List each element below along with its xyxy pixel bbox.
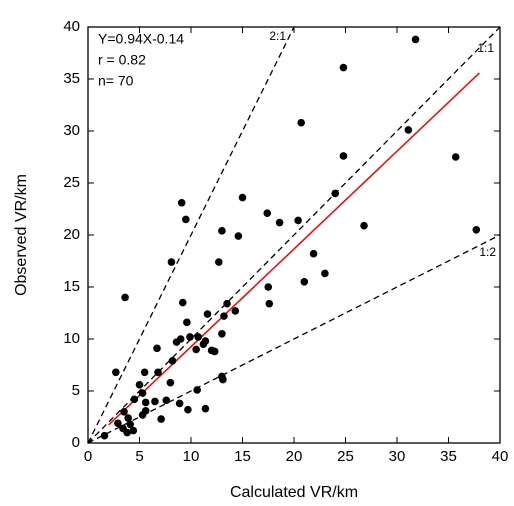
- point: [309, 249, 318, 258]
- point: [138, 411, 147, 419]
- reference-line: [88, 27, 500, 443]
- point: [192, 345, 200, 354]
- line-label: 1:2: [479, 245, 496, 259]
- point: [177, 198, 186, 207]
- point: [339, 63, 348, 72]
- point: [175, 399, 184, 408]
- point: [121, 293, 129, 302]
- line-label: 1:1: [477, 41, 494, 55]
- point: [167, 258, 176, 266]
- point: [263, 209, 272, 217]
- point: [182, 215, 190, 224]
- x-tick-label: 5: [135, 448, 143, 465]
- point: [219, 375, 227, 384]
- point: [126, 420, 135, 429]
- point: [184, 405, 192, 414]
- annotation: Y=0.94X-0.14: [98, 31, 184, 47]
- y-tick-label: 35: [63, 70, 80, 87]
- x-tick-label: 10: [183, 448, 200, 465]
- x-tick-label: 35: [440, 448, 457, 465]
- point: [154, 368, 162, 377]
- point: [411, 35, 420, 44]
- point: [114, 419, 122, 428]
- point: [141, 398, 150, 407]
- point: [138, 389, 147, 397]
- point: [157, 415, 165, 423]
- fit-line: [108, 72, 480, 426]
- point: [151, 397, 159, 406]
- point: [210, 347, 219, 356]
- point: [193, 386, 201, 394]
- point: [124, 414, 132, 422]
- point: [183, 318, 191, 327]
- x-tick-label: 15: [234, 448, 251, 465]
- reference-line: [88, 234, 500, 443]
- reference-line: [88, 27, 295, 443]
- y-tick-label: 10: [63, 330, 80, 347]
- point: [120, 408, 128, 416]
- point: [100, 431, 109, 440]
- point: [166, 378, 175, 387]
- x-tick-label: 30: [389, 448, 406, 465]
- point: [129, 426, 138, 435]
- x-axis-title: Calculated VR/km: [230, 484, 358, 501]
- point: [234, 232, 243, 240]
- y-axis-title: Observed VR/km: [13, 174, 30, 296]
- x-tick-label: 25: [337, 448, 354, 465]
- point: [472, 226, 481, 234]
- point: [265, 299, 274, 308]
- y-tick-label: 0: [72, 434, 80, 451]
- point: [186, 333, 194, 341]
- point: [300, 278, 309, 286]
- x-tick-label: 0: [84, 448, 92, 465]
- y-tick-label: 15: [63, 278, 80, 295]
- point: [321, 269, 329, 278]
- y-tick-label: 25: [63, 174, 80, 191]
- point: [168, 357, 177, 365]
- point: [201, 337, 210, 345]
- point: [178, 298, 187, 307]
- point: [215, 258, 223, 266]
- point: [162, 396, 171, 405]
- point: [275, 218, 284, 227]
- point: [112, 368, 120, 377]
- point: [218, 227, 226, 235]
- point: [404, 126, 413, 134]
- point: [130, 395, 139, 404]
- point: [339, 152, 348, 160]
- point: [451, 153, 460, 161]
- point: [223, 299, 231, 308]
- y-tick-label: 5: [72, 382, 80, 399]
- x-tick-label: 40: [492, 448, 509, 465]
- y-tick-label: 20: [63, 226, 80, 243]
- point: [201, 404, 210, 413]
- point: [231, 307, 240, 315]
- point: [123, 428, 131, 437]
- point: [238, 193, 247, 202]
- x-tick-label: 20: [286, 448, 303, 465]
- point: [264, 283, 273, 291]
- point: [153, 344, 161, 353]
- point: [194, 333, 203, 341]
- point: [172, 338, 181, 346]
- annotation: n= 70: [98, 73, 134, 89]
- point: [220, 312, 228, 320]
- point: [218, 330, 226, 338]
- point: [360, 221, 368, 230]
- point: [140, 368, 149, 377]
- y-tick-label: 40: [63, 18, 80, 35]
- line-label: 2:1: [269, 29, 286, 43]
- y-tick-label: 30: [63, 122, 80, 139]
- point: [331, 189, 340, 198]
- annotation: r = 0.82: [98, 52, 146, 68]
- point: [135, 380, 144, 389]
- point: [203, 310, 212, 318]
- point: [294, 216, 302, 225]
- point: [297, 118, 306, 127]
